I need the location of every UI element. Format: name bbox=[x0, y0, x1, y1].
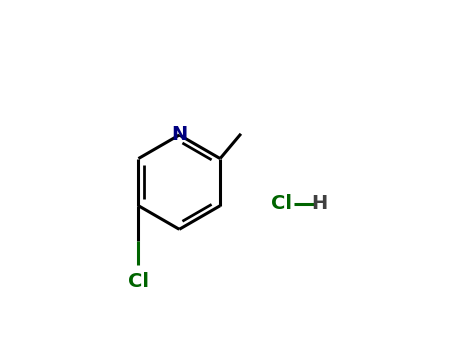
Text: Cl: Cl bbox=[271, 194, 292, 213]
Text: N: N bbox=[171, 126, 187, 145]
Text: H: H bbox=[311, 194, 328, 213]
Text: Cl: Cl bbox=[128, 272, 149, 291]
